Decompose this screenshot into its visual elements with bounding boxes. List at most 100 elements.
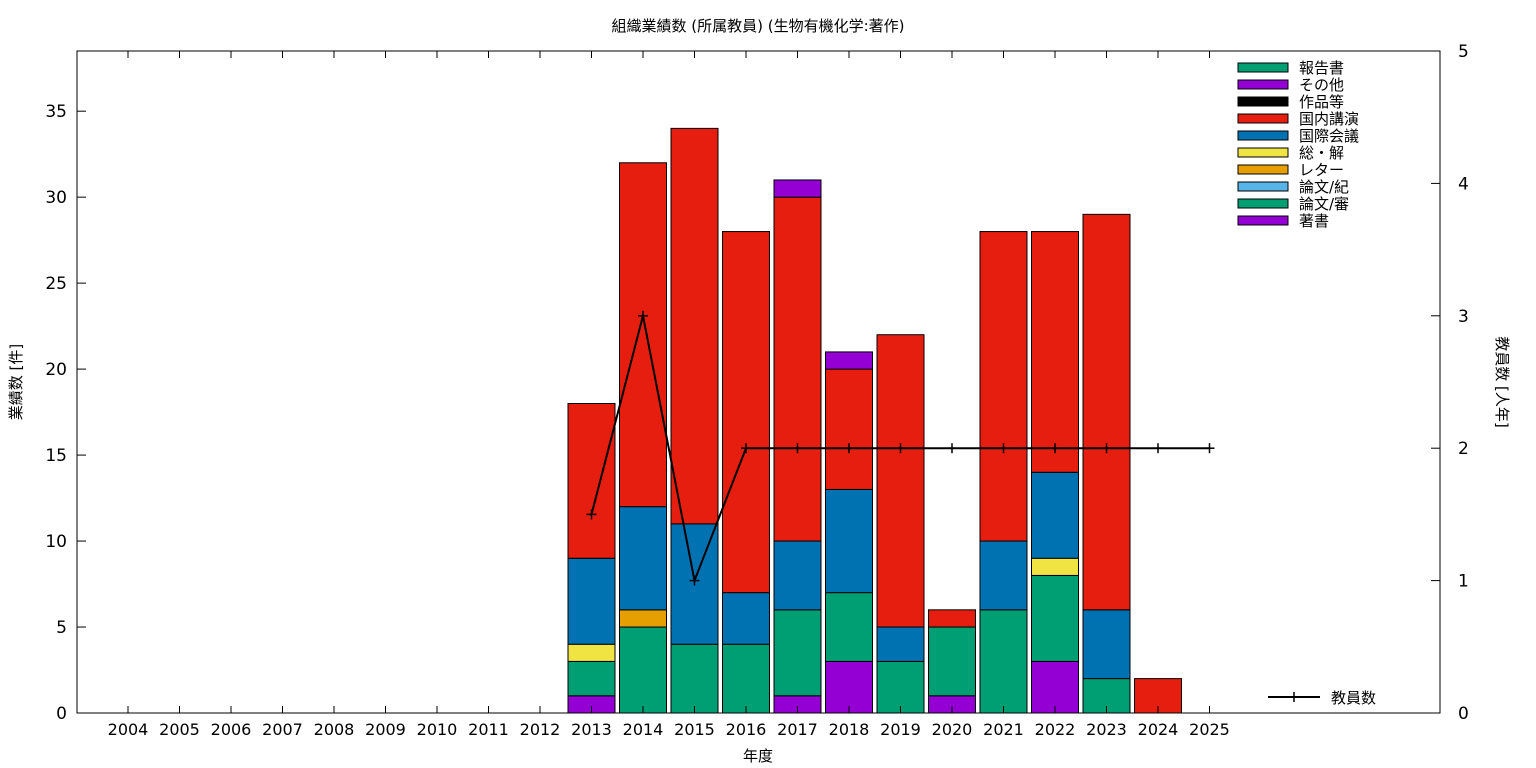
legend-swatch [1237,130,1289,141]
bar-segment [773,179,822,198]
x-tick-label: 2021 [983,720,1024,739]
y2-tick-label: 2 [1458,439,1469,459]
x-tick-label: 2019 [880,720,921,739]
bar-segment [825,351,873,370]
x-tick-label: 2007 [262,720,303,739]
bar-segment [619,609,667,628]
legend-swatch [1237,79,1289,90]
bar-segment [1082,609,1131,680]
x-tick-label: 2014 [623,720,664,739]
legend-label: 国際会議 [1299,127,1359,145]
y-tick-label: 25 [45,274,67,294]
x-tick-label: 2025 [1189,720,1230,739]
x-tick-label: 2008 [314,720,355,739]
legend-swatch [1237,62,1289,73]
x-tick-label: 2022 [1035,720,1076,739]
bar-segment [619,506,667,611]
legend-label: その他 [1299,76,1344,94]
bar-segment [773,196,822,542]
legend-label: 著書 [1299,212,1329,230]
legend-label: 総・解 [1299,144,1344,162]
x-tick-label: 2012 [520,720,561,739]
x-tick-label: 2013 [571,720,612,739]
x-tick-label: 2015 [674,720,715,739]
y-axis-label: 業績数 [件] [7,344,25,420]
x-tick-label: 2020 [932,720,973,739]
x-tick-label: 2017 [777,720,818,739]
legend-swatch [1237,181,1289,192]
bar-segment [979,609,1028,714]
x-axis-label: 年度 [743,747,773,765]
y-tick-label: 20 [45,360,67,380]
bar-segment [1082,213,1131,611]
bar-segment [1031,557,1079,576]
bar-segment [825,488,873,594]
bar-segment [567,557,616,645]
legend-label: レター [1299,161,1344,179]
x-tick-label: 2006 [211,720,252,739]
bar-segment [928,626,976,697]
bar-segment [670,643,719,714]
legend-swatch [1237,215,1289,226]
bars [567,127,1182,714]
legend-label: 論文/審 [1299,195,1349,213]
bar-segment [1134,678,1182,714]
bar-segment [979,540,1028,611]
y-tick-label: 10 [45,532,67,552]
y-tick-label: 15 [45,446,67,466]
x-tick-label: 2009 [365,720,406,739]
x-tick-label: 2016 [726,720,767,739]
bar-segment [928,609,976,628]
legend-swatch [1237,164,1289,175]
x-tick-label: 2005 [159,720,200,739]
y2-tick-label: 1 [1458,572,1469,592]
x-tick-label: 2018 [829,720,870,739]
bar-segment [722,643,770,714]
legend-label: 報告書 [1299,59,1344,77]
y-tick-label: 30 [45,188,67,208]
legend-label: 作品等 [1299,93,1344,111]
x-tick-label: 2023 [1086,720,1127,739]
y2-tick-label: 0 [1458,704,1469,724]
bar-segment [876,660,925,714]
legend-swatch [1237,147,1289,158]
bar-segment [773,609,822,697]
bar-segment [670,127,719,525]
legend-label: 国内講演 [1299,110,1359,128]
plot-frame [76,50,1441,714]
legend-label: 論文/紀 [1299,178,1349,196]
bar-segment [979,231,1028,542]
bar-segment [1031,660,1079,714]
x-tick-label: 2024 [1138,720,1179,739]
bar-segment [1031,231,1079,473]
y-tick-label: 35 [45,102,67,122]
bar-segment [567,402,616,559]
y2-tick-label: 3 [1458,307,1469,327]
x-tick-label: 2011 [468,720,509,739]
y-tick-label: 0 [56,704,67,724]
bar-segment [619,626,667,714]
teacher-count-line [586,310,1215,586]
bar-segment [876,626,925,662]
bar-segment [722,592,770,645]
legend-swatch [1237,113,1289,124]
bar-segment [567,643,616,662]
y2-axis-label: 教員数 [人年] [1493,336,1511,427]
bar-segment [773,540,822,611]
y-tick-label: 5 [56,618,67,638]
x-tick-label: 2010 [417,720,458,739]
bar-segment [567,660,616,697]
bar-segment [876,334,925,628]
legend-swatch [1237,96,1289,107]
bar-segment [825,368,873,490]
x-tick-label: 2004 [108,720,149,739]
chart-title: 組織業績数 (所属教員) (生物有機化学:著作) [612,17,905,35]
bar-segment [722,231,770,594]
legend-line-label: 教員数 [1331,689,1376,707]
y2-tick-label: 4 [1458,174,1469,194]
bar-segment [619,162,667,508]
y2-tick-label: 5 [1458,42,1469,62]
bar-segment [1031,574,1079,662]
